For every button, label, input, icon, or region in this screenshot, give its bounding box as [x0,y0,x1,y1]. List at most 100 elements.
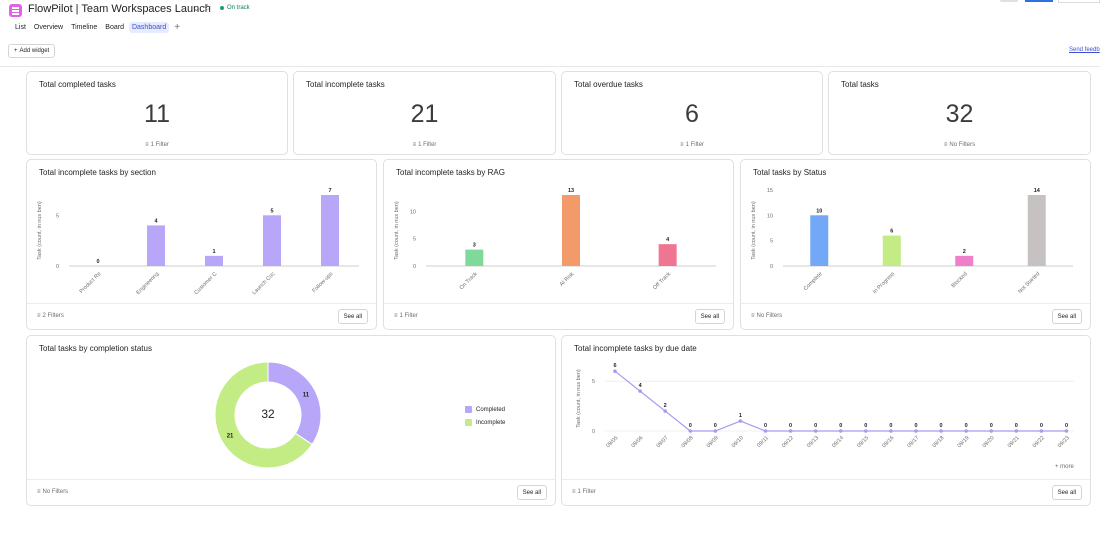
chart-filter[interactable]: ≡ No Filters [37,489,68,495]
chart-filter[interactable]: ≡ 2 Filters [37,313,64,319]
card-footer: ≡ 2 Filters See all [27,303,376,329]
metric-filter[interactable]: ≡ 1 Filter [294,142,555,148]
legend-item-completed[interactable]: Completed [465,406,505,413]
y-axis-label: Task (count, in nus ben) [37,201,43,260]
see-all-button[interactable]: See all [337,309,368,324]
tab-dashboard[interactable]: Dashboard [128,22,170,33]
legend-swatch [465,406,472,413]
data-label: 0 [1015,423,1018,429]
metric-value: 6 [685,100,699,128]
bar [1027,195,1046,266]
customize-button-stub[interactable] [1058,0,1100,3]
data-point [688,429,693,433]
data-point [638,389,642,393]
filter-label: 1 Filter [685,142,704,148]
data-point [939,429,943,433]
more-link[interactable]: + more [1055,464,1074,470]
legend-item-incomplete[interactable]: Incomplete [465,419,505,426]
see-all-button[interactable]: See all [516,485,547,500]
y-tick-label: 10 [767,213,773,219]
donut-legend: Completed Incomplete [465,406,505,432]
metric-card-total[interactable]: Total tasks 32 ≡ No Filters [828,71,1091,155]
data-label: 6 [890,229,893,235]
metric-filter[interactable]: ≡ No Filters [829,142,1090,148]
due-date-line-chart[interactable]: Task (count, in nus ben) 0 5 6 09/05 4 09/06 2 0… [562,336,1090,480]
chevron-down-icon[interactable]: ⌄ [193,4,200,13]
see-all-button[interactable]: See all [694,309,725,324]
card-footer: ≡ 1 Filter See all [562,479,1090,505]
bar [562,195,580,266]
section-bar-chart[interactable]: Task (count, in nus ben) 0 5 0 Product Re 4 En… [27,160,376,304]
tab-list[interactable]: List [15,24,26,31]
metric-card-completed[interactable]: Total completed tasks 11 ≡ 1 Filter [26,71,288,155]
filter-label: 1 Filter [577,489,596,495]
donut-slice [214,361,313,469]
chart-title: Total tasks by completion status [39,344,152,353]
data-point [788,429,793,433]
data-label: 0 [1065,423,1068,429]
data-label: 2 [664,403,667,409]
filter-icon: ≡ [412,142,417,148]
data-label: 0 [889,423,892,429]
project-title[interactable]: FlowPilot | Team Workspaces Launch [28,3,211,15]
metric-card-incomplete[interactable]: Total incomplete tasks 21 ≡ 1 Filter [293,71,556,155]
add-widget-button[interactable]: + Add widget [8,44,56,58]
chart-filter[interactable]: ≡ No Filters [751,313,782,319]
chart-card-due-date: Total incomplete tasks by due date Task … [561,335,1091,506]
see-all-button[interactable]: See all [1051,309,1082,324]
filter-label: 1 Filter [150,142,169,148]
metric-title: Total incomplete tasks [306,80,385,89]
data-point [989,429,994,433]
chart-card-completion: Total tasks by completion status 11 21 32… [26,335,556,506]
send-feedback-link[interactable]: Send feedb [1069,47,1100,53]
filter-label: No Filters [949,142,976,148]
x-tick-label: On Track [459,271,479,291]
bar [321,195,339,266]
x-tick-label: 09/11 [756,435,770,449]
toolbar-avatar-stub[interactable] [1000,0,1018,2]
x-tick-label: Customer C [193,271,218,296]
metric-value: 11 [144,100,170,128]
chart-filter[interactable]: ≡ 1 Filter [394,313,418,319]
x-tick-label: 09/23 [1057,435,1071,449]
y-axis-label: Task (count, in nus ben) [576,369,582,428]
bar [205,255,223,266]
chart-title: Total incomplete tasks by section [39,168,156,177]
rag-bar-chart[interactable]: Task (count, in nus ben) 0 5 10 3 On Track 13 A… [384,160,733,304]
project-list-icon[interactable] [9,4,22,17]
data-point [864,429,868,433]
chart-filter[interactable]: ≡ 1 Filter [572,489,596,495]
y-tick-label: 0 [592,429,595,435]
status-bar-chart[interactable]: Task (count, in nus ben) 0 5 10 15 10 Complete… [741,160,1090,304]
tab-timeline[interactable]: Timeline [71,24,98,31]
filter-icon: ≡ [394,313,398,319]
filter-icon: ≡ [37,313,41,319]
tab-overview[interactable]: Overview [33,24,64,31]
tab-board[interactable]: Board [105,24,124,31]
x-tick-label: Follow-ups [311,271,334,294]
status-badge[interactable]: On track [220,5,250,11]
x-tick-label: 09/17 [906,435,920,449]
chart-card-status: Total tasks by Status Task (count, in nu… [740,159,1091,330]
metric-card-overdue[interactable]: Total overdue tasks 6 ≡ 1 Filter [561,71,823,155]
filter-icon: ≡ [680,142,684,148]
filter-label: No Filters [42,489,69,495]
data-point [713,429,718,433]
x-tick-label: 09/05 [605,435,619,449]
data-label: 0 [965,423,968,429]
filter-label: 2 Filters [42,313,64,319]
status-label: On track [227,5,250,11]
share-button-stub[interactable] [1025,0,1053,2]
star-icon[interactable]: ☆ [203,3,212,14]
metric-filter[interactable]: ≡ 1 Filter [27,142,287,148]
x-tick-label: 09/21 [1007,435,1021,449]
y-axis-label: Task (count, in nus ben) [394,201,400,260]
data-label: 4 [639,383,643,389]
see-all-button[interactable]: See all [1051,485,1082,500]
data-label: 13 [568,188,574,194]
data-label: 0 [839,423,842,429]
data-label: 0 [914,423,917,429]
metric-filter[interactable]: ≡ 1 Filter [562,142,822,148]
completion-donut-chart[interactable]: 11 21 [27,336,555,480]
add-tab-button[interactable]: + [174,21,181,33]
